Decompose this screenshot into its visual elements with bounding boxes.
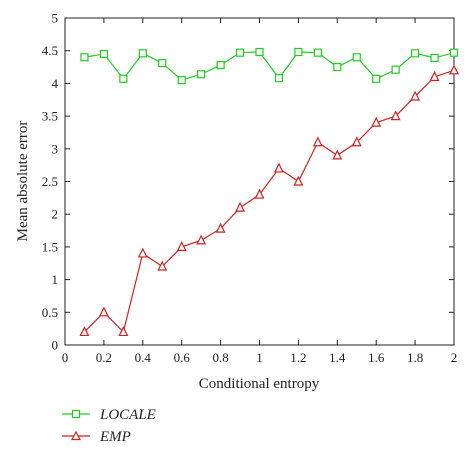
legend-item-locale: LOCALE: [62, 407, 156, 423]
data-point-emp: [254, 188, 265, 199]
series-emp: [79, 64, 459, 337]
data-point-emp: [351, 136, 362, 147]
x-tick-label: 0.2: [96, 350, 112, 365]
x-tick-label: 1.6: [368, 350, 385, 365]
x-tick-label: 0: [62, 350, 69, 365]
y-tick-label: 4.5: [42, 43, 58, 58]
data-point-locale: [99, 49, 109, 59]
x-axis-title: Conditional entropy: [199, 376, 320, 392]
data-point-locale: [255, 47, 264, 57]
data-point-emp: [332, 149, 343, 160]
x-tick-label: 1.4: [329, 350, 346, 365]
x-tick-label: 1: [256, 350, 263, 365]
data-point-emp: [410, 90, 421, 101]
data-point-emp: [273, 162, 284, 173]
series-line-emp: [84, 69, 455, 334]
y-tick-label: 0.5: [42, 305, 58, 320]
axis-ticks: [64, 17, 455, 346]
data-point-emp: [235, 201, 246, 212]
y-tick-label: 1: [52, 272, 59, 287]
data-point-locale: [197, 70, 206, 79]
data-point-emp: [390, 110, 401, 121]
x-tick-label: 2: [451, 350, 458, 365]
data-point-locale: [216, 60, 225, 70]
legend-label-locale: LOCALE: [99, 407, 156, 423]
legend: LOCALE EMP: [62, 407, 156, 445]
data-point-locale: [391, 65, 400, 74]
data-point-emp: [118, 326, 129, 337]
data-point-emp: [176, 241, 187, 251]
data-point-emp: [312, 136, 323, 147]
legend-item-emp: EMP: [62, 429, 131, 445]
y-tick-label: 2: [52, 207, 59, 222]
x-tick-labels: 0 0.2 0.4 0.6 0.8 1 1.2 1.4 1.6 1.8 2: [62, 350, 458, 365]
x-tick-label: 0.8: [212, 350, 228, 365]
legend-marker-emp: [71, 430, 81, 441]
data-point-emp: [293, 175, 304, 186]
data-point-locale: [119, 74, 128, 83]
data-point-locale: [158, 59, 167, 68]
data-point-emp: [196, 234, 207, 245]
data-point-locale: [235, 48, 245, 57]
data-point-emp: [449, 64, 459, 75]
data-point-locale: [294, 47, 303, 57]
y-tick-labels: 0 0.5 1 1.5 2 2.5 3 3.5 4 4.5 5: [42, 11, 59, 353]
series-locale: [80, 47, 459, 85]
y-tick-label: 3.5: [42, 109, 58, 124]
data-point-locale: [430, 53, 439, 62]
data-point-locale: [411, 49, 420, 58]
data-point-locale: [313, 48, 322, 57]
y-tick-label: 4: [52, 76, 59, 91]
data-point-emp: [429, 71, 440, 81]
y-tick-label: 1.5: [42, 239, 58, 254]
y-tick-label: 3: [52, 141, 59, 156]
y-tick-label: 5: [52, 11, 59, 26]
data-point-locale: [138, 49, 147, 58]
x-tick-label: 0.4: [135, 350, 152, 365]
data-point-locale: [177, 76, 186, 85]
y-tick-label: 2.5: [42, 174, 58, 189]
data-point-emp: [215, 222, 226, 233]
y-axis-title: Mean absolute error: [15, 121, 31, 242]
data-point-emp: [137, 247, 148, 258]
legend-marker-locale: [71, 409, 81, 419]
x-tick-label: 1.8: [407, 350, 423, 365]
data-point-locale: [372, 74, 381, 83]
data-point-emp: [79, 326, 90, 337]
data-point-locale: [80, 53, 89, 62]
y-tick-label: 0: [52, 338, 59, 353]
x-tick-label: 0.6: [174, 350, 191, 365]
series-layer: [79, 47, 459, 337]
data-point-locale: [274, 74, 284, 83]
x-tick-label: 1.2: [290, 350, 306, 365]
data-point-locale: [352, 53, 361, 62]
data-point-locale: [449, 48, 459, 57]
legend-label-emp: EMP: [99, 429, 131, 445]
data-point-locale: [333, 62, 342, 72]
data-point-emp: [371, 116, 382, 127]
data-point-emp: [98, 306, 109, 317]
data-point-emp: [157, 260, 168, 271]
